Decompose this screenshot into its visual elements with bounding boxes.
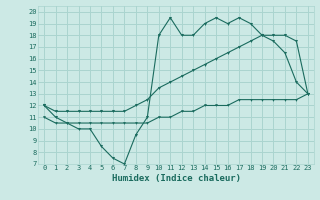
X-axis label: Humidex (Indice chaleur): Humidex (Indice chaleur) (111, 174, 241, 183)
